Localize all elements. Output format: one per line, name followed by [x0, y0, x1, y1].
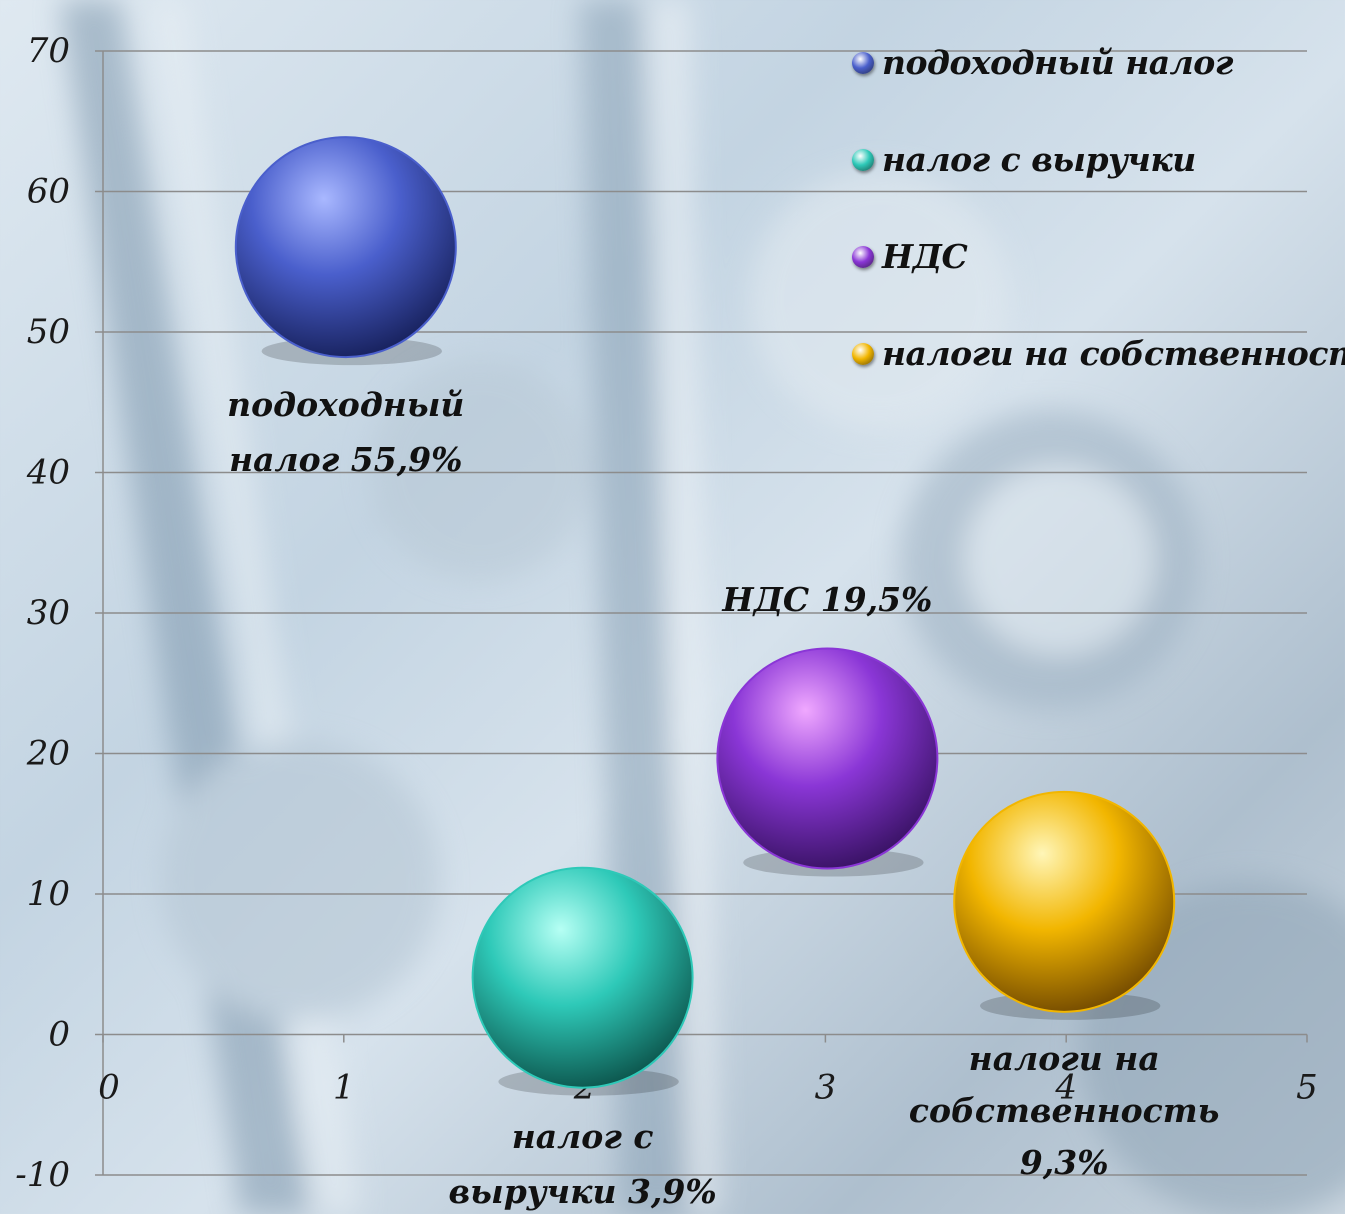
- x-tick-label: 1: [333, 1068, 355, 1108]
- y-tick-label: 30: [27, 593, 70, 633]
- data-label: выручки 3,9%: [448, 1172, 716, 1211]
- y-tick-label: 50: [27, 312, 70, 352]
- x-tick-label: 4: [1054, 1068, 1077, 1108]
- legend-marker-icon: [852, 148, 874, 171]
- legend-item: налоги на собственность: [852, 305, 1345, 402]
- data-label: собственность: [909, 1091, 1220, 1130]
- data-label: налог 55,9%: [229, 440, 462, 479]
- y-tick-label: 60: [27, 172, 70, 212]
- data-label: НДС 19,5%: [721, 580, 932, 619]
- bubble-3: [716, 647, 939, 870]
- data-label: налог с: [512, 1117, 654, 1156]
- y-tick-label: 40: [26, 453, 70, 493]
- legend-marker-icon: [852, 342, 874, 365]
- data-label: подоходный: [227, 385, 464, 424]
- legend: подоходный налог налог с выручки НДС налоги…: [852, 14, 1345, 402]
- x-tick-label: 3: [815, 1068, 837, 1108]
- legend-label: налоги на собственность: [882, 334, 1345, 373]
- legend-marker-icon: [852, 51, 874, 74]
- data-label: налоги на: [969, 1039, 1160, 1078]
- legend-marker-icon: [852, 245, 874, 268]
- y-tick-label: 0: [48, 1015, 70, 1055]
- bubble-4: [953, 790, 1176, 1013]
- y-tick-label: 10: [27, 874, 70, 914]
- legend-item: НДС: [852, 208, 1345, 305]
- bubble-1: [234, 136, 457, 359]
- legend-label: НДС: [882, 237, 968, 276]
- legend-label: подоходный налог: [882, 43, 1233, 82]
- y-tick-label: 20: [26, 734, 70, 774]
- legend-item: подоходный налог: [852, 14, 1345, 111]
- legend-label: налог с выручки: [882, 140, 1196, 179]
- y-tick-label: -10: [15, 1155, 70, 1195]
- x-tick-label: 0: [98, 1068, 120, 1108]
- x-tick-label: 5: [1296, 1068, 1318, 1108]
- data-label: 9,3%: [1020, 1143, 1109, 1182]
- bubble-2: [471, 866, 694, 1089]
- legend-item: налог с выручки: [852, 111, 1345, 208]
- y-tick-label: 70: [27, 31, 70, 71]
